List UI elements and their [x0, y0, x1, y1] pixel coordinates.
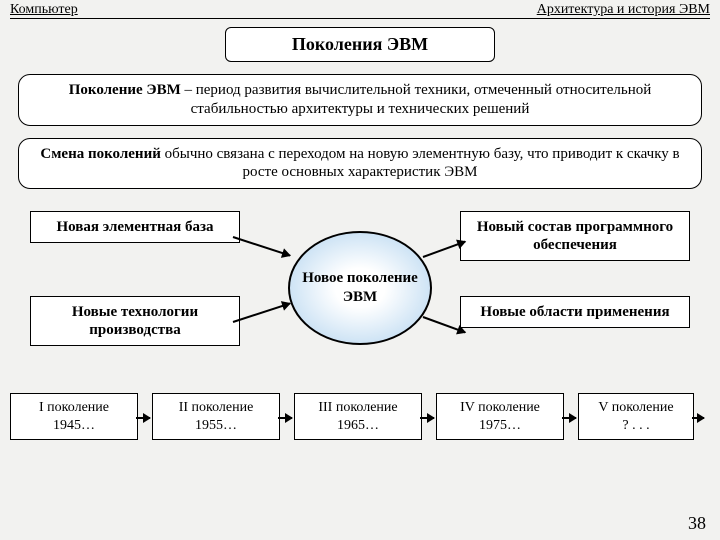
center-label: Новое поколение ЭВМ	[290, 269, 430, 307]
gen-2: II поколение 1955…	[152, 393, 280, 440]
right-box-2: Новые области применения	[460, 296, 690, 328]
gen-arrow-4	[562, 417, 576, 419]
gen-1: I поколение 1945…	[10, 393, 138, 440]
gen-arrow-3	[420, 417, 434, 419]
gen-4: IV поколение 1975…	[436, 393, 564, 440]
left-box-2: Новые технологии производства	[30, 296, 240, 346]
gen-5: V поколение ? . . .	[578, 393, 694, 440]
change-box: Смена поколений обычно связана с переход…	[18, 138, 702, 190]
diagram-mid: Новая элементная база Новые технологии п…	[18, 201, 702, 371]
gen-2-label: II поколение	[179, 400, 254, 415]
definition-lead: Поколение ЭВМ	[69, 82, 181, 98]
gen-3-year: 1965…	[337, 418, 379, 433]
gen-arrow-1	[136, 417, 150, 419]
definition-box: Поколение ЭВМ – период развития вычислит…	[18, 74, 702, 126]
header-rule	[10, 18, 710, 19]
arrow-l1	[233, 236, 291, 256]
gen-2-year: 1955…	[195, 418, 237, 433]
generation-row: I поколение 1945… II поколение 1955… III…	[10, 385, 710, 455]
left-box-1: Новая элементная база	[30, 211, 240, 243]
gen-1-year: 1945…	[53, 418, 95, 433]
center-ellipse: Новое поколение ЭВМ	[288, 231, 432, 345]
gen-arrow-2	[278, 417, 292, 419]
gen-3: III поколение 1965…	[294, 393, 422, 440]
definition-rest: – период развития вычислительной техники…	[181, 82, 652, 117]
gen-5-year: ? . . .	[622, 418, 649, 433]
gen-1-label: I поколение	[39, 400, 109, 415]
arrow-l2	[233, 303, 291, 323]
gen-4-label: IV поколение	[460, 400, 540, 415]
gen-3-label: III поколение	[318, 400, 397, 415]
change-rest: обычно связана с переходом на новую элем…	[161, 146, 680, 181]
gen-5-label: V поколение	[598, 400, 673, 415]
page-number: 38	[688, 513, 706, 534]
gen-4-year: 1975…	[479, 418, 521, 433]
page-title: Поколения ЭВМ	[225, 27, 495, 62]
gen-arrow-5	[692, 417, 704, 419]
header-left: Компьютер	[10, 2, 78, 18]
header-right: Архитектура и история ЭВМ	[537, 2, 710, 18]
right-box-1: Новый состав программного обеспечения	[460, 211, 690, 261]
change-lead: Смена поколений	[40, 146, 161, 162]
